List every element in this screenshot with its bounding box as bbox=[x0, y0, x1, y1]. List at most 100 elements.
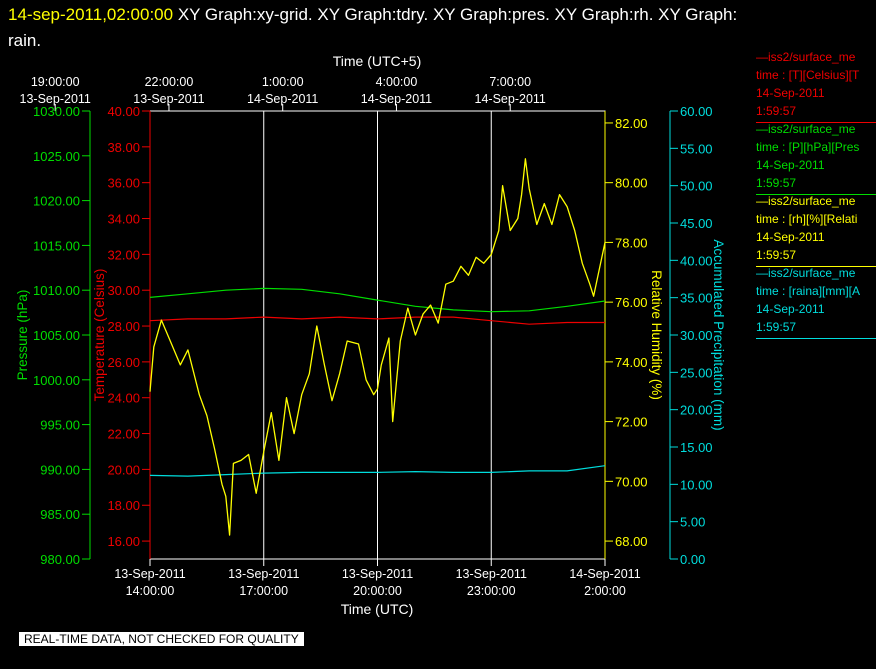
temperature-axis-label: Temperature (Celsius) bbox=[92, 269, 107, 402]
legend-line4: 1:59:57 bbox=[756, 320, 797, 334]
x-top-tick-time: 1:00:00 bbox=[262, 75, 304, 89]
pressure-tick-label: 995.00 bbox=[40, 418, 80, 433]
legend-line3: 14-Sep-2011 bbox=[756, 302, 825, 316]
x-tick-date: 13-Sep-2011 bbox=[456, 567, 527, 581]
x-tick-date: 13-Sep-2011 bbox=[114, 567, 185, 581]
precip-tick-label: 45.00 bbox=[680, 216, 713, 231]
humidity-tick-label: 74.00 bbox=[615, 355, 648, 370]
legend-line1: —iss2/surface_me bbox=[756, 122, 856, 136]
humidity-tick-label: 80.00 bbox=[615, 176, 648, 191]
precip-tick-label: 15.00 bbox=[680, 440, 713, 455]
x-tick-date: 14-Sep-2011 bbox=[569, 567, 640, 581]
pressure-tick-label: 1010.00 bbox=[33, 283, 80, 298]
precip-tick-label: 60.00 bbox=[680, 104, 713, 119]
legend-line2: time : [T][Celsius][T bbox=[756, 68, 860, 82]
legend-line1: —iss2/surface_me bbox=[756, 194, 856, 208]
temperature-tick-label: 22.00 bbox=[107, 427, 140, 442]
x-top-tick-time: 22:00:00 bbox=[145, 75, 194, 89]
pressure-tick-label: 1005.00 bbox=[33, 328, 80, 343]
legend-divider bbox=[756, 266, 876, 267]
x-top-tick-time: 4:00:00 bbox=[376, 75, 418, 89]
legend-line4: 1:59:57 bbox=[756, 176, 797, 190]
legend-line1: —iss2/surface_me bbox=[756, 266, 856, 280]
temperature-tick-label: 26.00 bbox=[107, 355, 140, 370]
timestamp-label: 14-sep-2011,02:00:00 bbox=[8, 5, 174, 24]
humidity-tick-label: 82.00 bbox=[615, 116, 648, 131]
legend-line2: time : [raina][mm][A bbox=[756, 284, 861, 298]
humidity-tick-label: 72.00 bbox=[615, 415, 648, 430]
temperature-tick-label: 38.00 bbox=[107, 140, 140, 155]
quality-banner: REAL-TIME DATA, NOT CHECKED FOR QUALITY bbox=[19, 632, 304, 646]
x-tick-date: 13-Sep-2011 bbox=[228, 567, 299, 581]
precip-series-line bbox=[149, 465, 606, 477]
precip-tick-label: 0.00 bbox=[680, 552, 705, 567]
precip-tick-label: 5.00 bbox=[680, 515, 705, 530]
humidity-axis-label: Relative Humidity (%) bbox=[649, 270, 664, 400]
temperature-tick-label: 34.00 bbox=[107, 212, 140, 227]
x-top-axis-label: Time (UTC+5) bbox=[333, 53, 422, 69]
precip-tick-label: 25.00 bbox=[680, 365, 713, 380]
x-tick-time: 2:00:00 bbox=[584, 584, 626, 598]
humidity-series-line bbox=[149, 158, 606, 536]
x-top-tick-date: 13-Sep-2011 bbox=[133, 92, 204, 106]
x-tick-time: 17:00:00 bbox=[239, 584, 288, 598]
x-top-tick-date: 14-Sep-2011 bbox=[247, 92, 318, 106]
x-tick-time: 23:00:00 bbox=[467, 584, 516, 598]
legend-line2: time : [rh][%][Relati bbox=[756, 212, 858, 226]
legend-line4: 1:59:57 bbox=[756, 248, 797, 262]
pressure-tick-label: 1015.00 bbox=[33, 238, 80, 253]
pressure-tick-label: 990.00 bbox=[40, 462, 80, 477]
temperature-tick-label: 36.00 bbox=[107, 176, 140, 191]
title-line-2: rain. bbox=[8, 31, 42, 50]
temperature-tick-label: 16.00 bbox=[107, 534, 140, 549]
precip-tick-label: 20.00 bbox=[680, 403, 713, 418]
legend-line2: time : [P][hPa][Pres bbox=[756, 140, 860, 154]
x-top-tick-date: 14-Sep-2011 bbox=[361, 92, 432, 106]
pressure-axis-label: Pressure (hPa) bbox=[15, 290, 30, 381]
legend-line1: —iss2/surface_me bbox=[756, 50, 856, 64]
graph-title: 14-sep-2011,02:00:00 XY Graph:xy-grid. X… bbox=[8, 2, 868, 54]
x-top-tick-date: 13-Sep-2011 bbox=[20, 92, 91, 106]
legend-line3: 14-Sep-2011 bbox=[756, 230, 825, 244]
pressure-tick-label: 1025.00 bbox=[33, 149, 80, 164]
humidity-tick-label: 76.00 bbox=[615, 295, 648, 310]
temperature-tick-label: 30.00 bbox=[107, 283, 140, 298]
precip-tick-label: 10.00 bbox=[680, 477, 713, 492]
pressure-tick-label: 1000.00 bbox=[33, 373, 80, 388]
temperature-tick-label: 24.00 bbox=[107, 391, 140, 406]
x-top-tick-time: 7:00:00 bbox=[489, 75, 531, 89]
precip-tick-label: 55.00 bbox=[680, 141, 713, 156]
x-tick-time: 14:00:00 bbox=[126, 584, 175, 598]
temperature-tick-label: 40.00 bbox=[107, 104, 140, 119]
pressure-tick-label: 1030.00 bbox=[33, 104, 80, 119]
legend-divider bbox=[756, 194, 876, 195]
x-top-tick-time: 19:00:00 bbox=[31, 75, 80, 89]
precip-tick-label: 35.00 bbox=[680, 291, 713, 306]
temperature-tick-label: 32.00 bbox=[107, 247, 140, 262]
precip-tick-label: 40.00 bbox=[680, 253, 713, 268]
legend-line3: 14-Sep-2011 bbox=[756, 158, 825, 172]
temperature-tick-label: 20.00 bbox=[107, 462, 140, 477]
legend-divider bbox=[756, 338, 876, 339]
pressure-tick-label: 980.00 bbox=[40, 552, 80, 567]
precip-tick-label: 50.00 bbox=[680, 179, 713, 194]
precip-axis-label: Accumulated Precipitation (mm) bbox=[711, 239, 726, 430]
legend-divider bbox=[756, 122, 876, 123]
temperature-tick-label: 28.00 bbox=[107, 319, 140, 334]
legend-line3: 14-Sep-2011 bbox=[756, 86, 825, 100]
legend-line4: 1:59:57 bbox=[756, 104, 797, 118]
x-tick-date: 13-Sep-2011 bbox=[342, 567, 413, 581]
humidity-tick-label: 78.00 bbox=[615, 235, 648, 250]
title-line-1: XY Graph:xy-grid. XY Graph:tdry. XY Grap… bbox=[173, 5, 738, 24]
pressure-series-line bbox=[149, 287, 606, 313]
x-top-tick-date: 14-Sep-2011 bbox=[475, 92, 546, 106]
pressure-tick-label: 1020.00 bbox=[33, 194, 80, 209]
humidity-tick-label: 68.00 bbox=[615, 534, 648, 549]
temperature-series-line bbox=[149, 316, 605, 325]
x-axis-label: Time (UTC) bbox=[341, 601, 414, 617]
